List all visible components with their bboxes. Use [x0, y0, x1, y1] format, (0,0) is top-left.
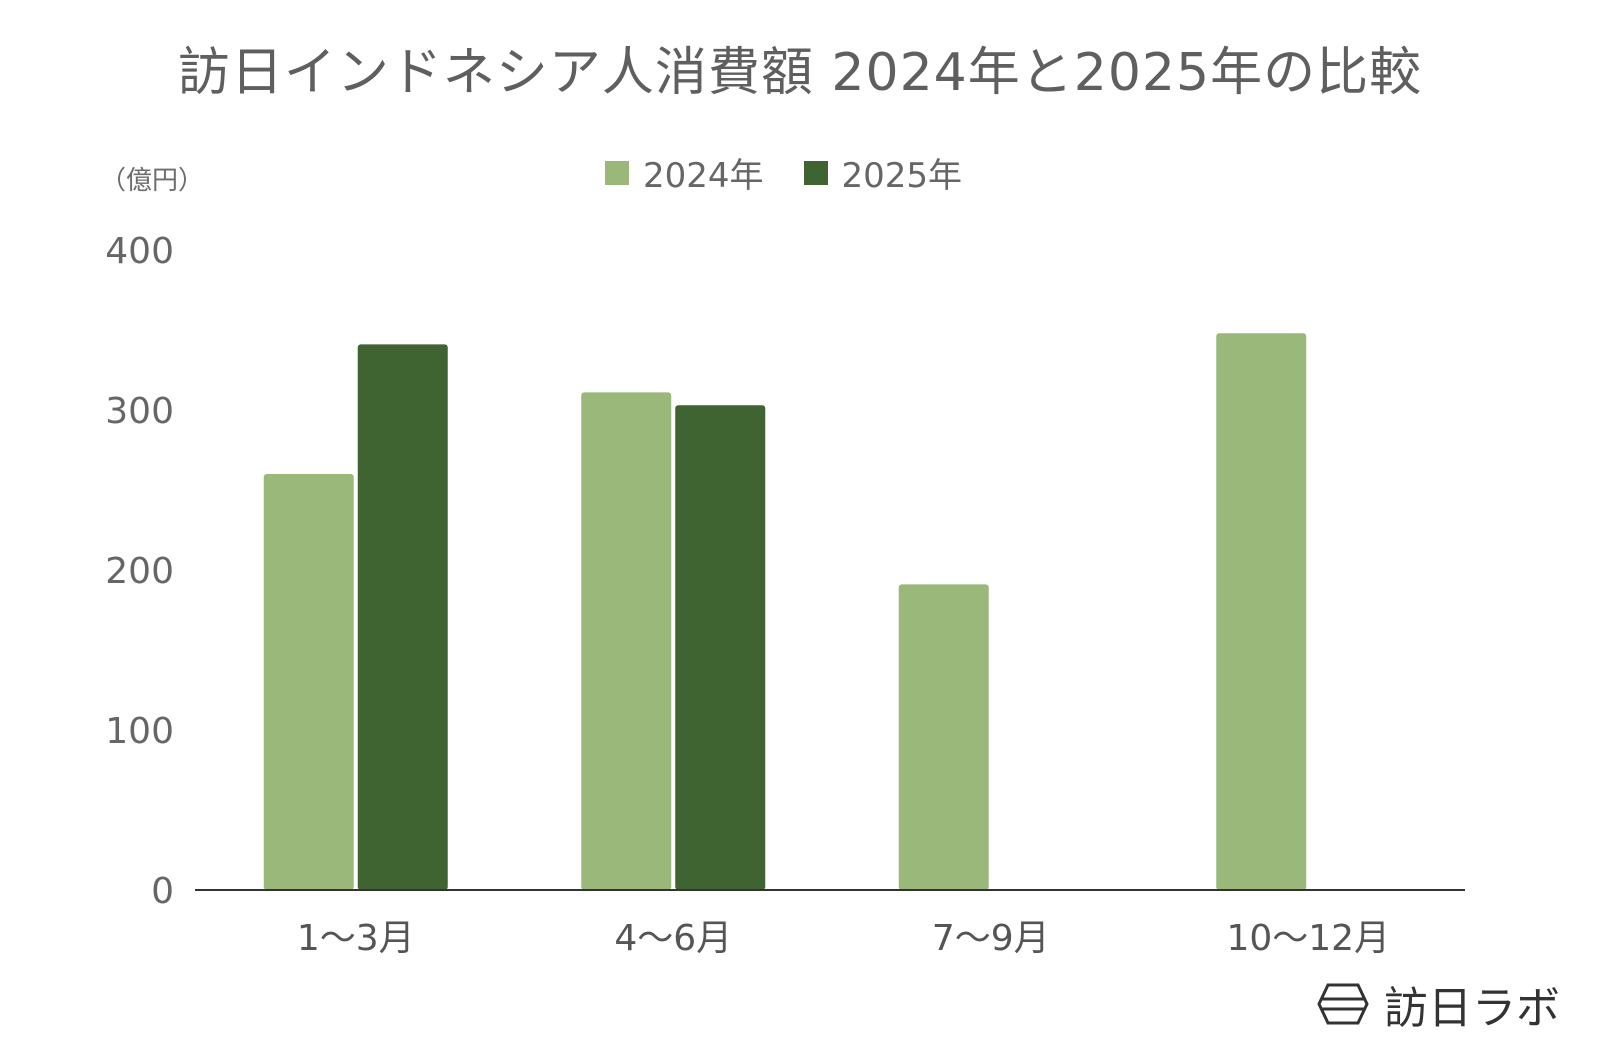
y-tick-label: 300 [105, 391, 174, 432]
x-category-label: 1〜3月 [297, 918, 415, 959]
x-category-label: 4〜6月 [614, 918, 732, 959]
bar-2025-1 [675, 405, 766, 890]
y-tick-label: 0 [151, 871, 174, 912]
y-tick-label: 100 [105, 711, 174, 752]
y-tick-label: 400 [105, 231, 174, 272]
legend: 2024年 2025年 [605, 148, 962, 197]
y-axis-unit-label: （億円） [100, 166, 205, 196]
watermark-logo: 訪日ラボ [1316, 972, 1560, 1036]
bar-2024-2 [898, 584, 989, 890]
bar-2024-3 [1216, 333, 1307, 890]
x-category-label: 7〜9月 [932, 918, 1050, 959]
legend-swatch-2024 [605, 160, 629, 185]
x-category-label: 10〜12月 [1226, 918, 1390, 959]
bar-2024-0 [263, 474, 354, 890]
chart-title: 訪日インドネシア人消費額 2024年と2025年の比較 [177, 43, 1423, 103]
bar-2025-0 [357, 344, 448, 890]
legend-label-2024: 2024年 [643, 156, 764, 196]
y-tick-label: 200 [105, 551, 174, 592]
legend-label-2025: 2025年 [841, 156, 963, 196]
legend-item-2025: 2025年 [803, 148, 963, 197]
legend-item-2024: 2024年 [605, 148, 764, 197]
bar-2024-1 [581, 392, 672, 890]
watermark-text: 訪日ラボ [1384, 983, 1560, 1034]
hexagon-logo-icon [1317, 983, 1369, 1025]
legend-swatch-2025 [803, 160, 828, 185]
